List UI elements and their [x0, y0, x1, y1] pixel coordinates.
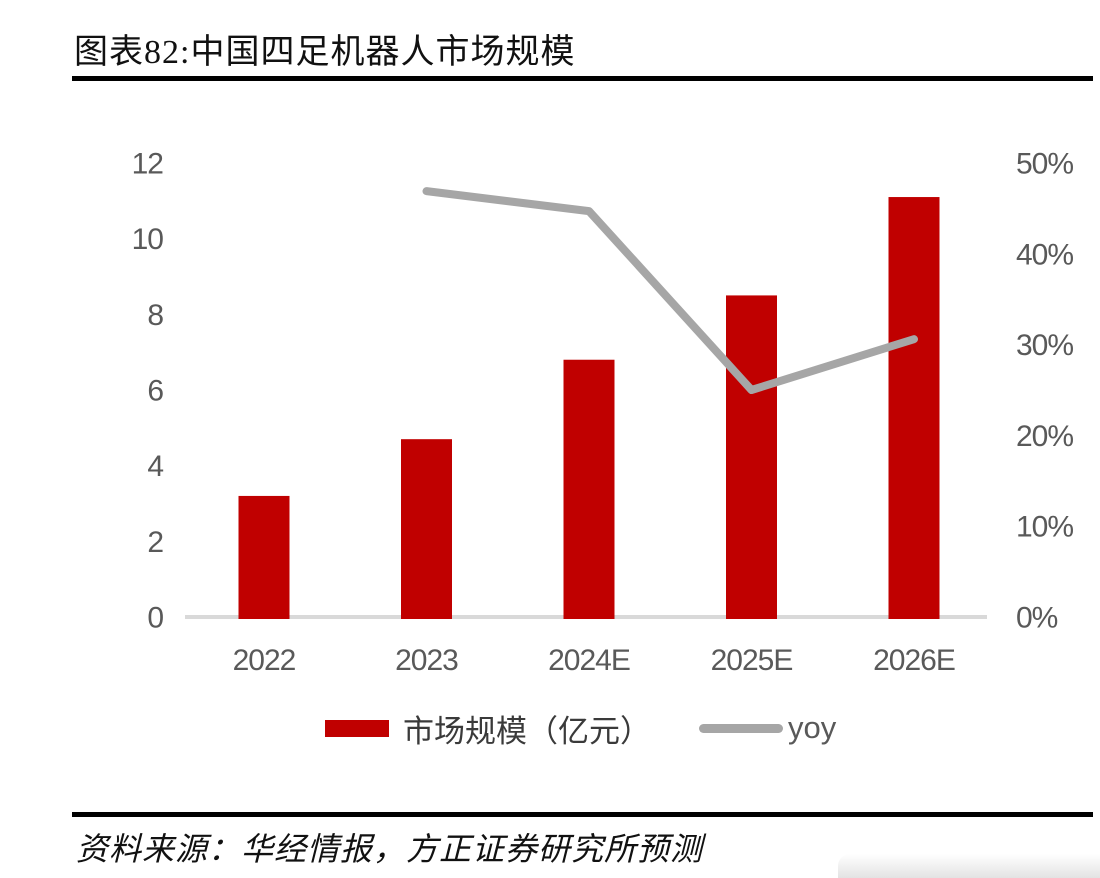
left-axis-tick-label: 0: [147, 602, 163, 635]
bar-2022: [238, 495, 290, 619]
right-axis-tick-label: 20%: [1016, 420, 1073, 453]
yoy-line: [422, 187, 918, 394]
right-axis-tick-label: 30%: [1016, 329, 1073, 362]
bar-2023: [401, 439, 452, 619]
x-axis-label-2022: 2022: [233, 644, 296, 677]
legend-line-swatch: [699, 723, 783, 733]
source-divider-rule: [72, 812, 1093, 817]
figure-title: 图表82:中国四足机器人市场规模: [74, 34, 576, 71]
title-divider-rule: [72, 76, 1093, 81]
x-axis-label-2023: 2023: [395, 644, 458, 677]
left-axis-tick-label: 2: [147, 526, 163, 559]
right-axis-tick-label: 40%: [1016, 238, 1073, 271]
bar-2026E: [888, 197, 940, 620]
combo-chart: 0 2 4 6 8 10 12 0% 10% 20% 30% 40% 50% 2022 2023 2024E 2…: [132, 148, 1075, 678]
legend-bar-swatch: [325, 719, 389, 737]
source-note: 资料来源：华经情报，方正证券研究所预测: [76, 831, 704, 867]
chart-legend: 市场规模（亿元） yoy: [325, 710, 837, 749]
right-axis-tick-label: 10%: [1016, 511, 1073, 544]
x-axis-label-2024E: 2024E: [548, 644, 630, 677]
left-axis-tick-label: 8: [147, 299, 163, 332]
bar-2025E: [726, 295, 777, 619]
left-axis-tick-label: 12: [132, 148, 164, 181]
left-axis-tick-label: 4: [147, 450, 163, 483]
left-axis-tick-label: 6: [147, 375, 163, 408]
legend-bar-label: 市场规模（亿元）: [403, 713, 651, 749]
left-axis-tick-label: 10: [132, 223, 164, 256]
bar-2024E: [563, 359, 615, 619]
x-axis-label-2026E: 2026E: [873, 644, 955, 677]
legend-line-label: yoy: [788, 710, 837, 745]
right-axis-tick-label: 50%: [1016, 148, 1073, 181]
right-axis-tick-label: 0%: [1016, 602, 1058, 635]
corner-overlay: [838, 854, 1100, 878]
x-axis-label-2025E: 2025E: [711, 644, 793, 677]
